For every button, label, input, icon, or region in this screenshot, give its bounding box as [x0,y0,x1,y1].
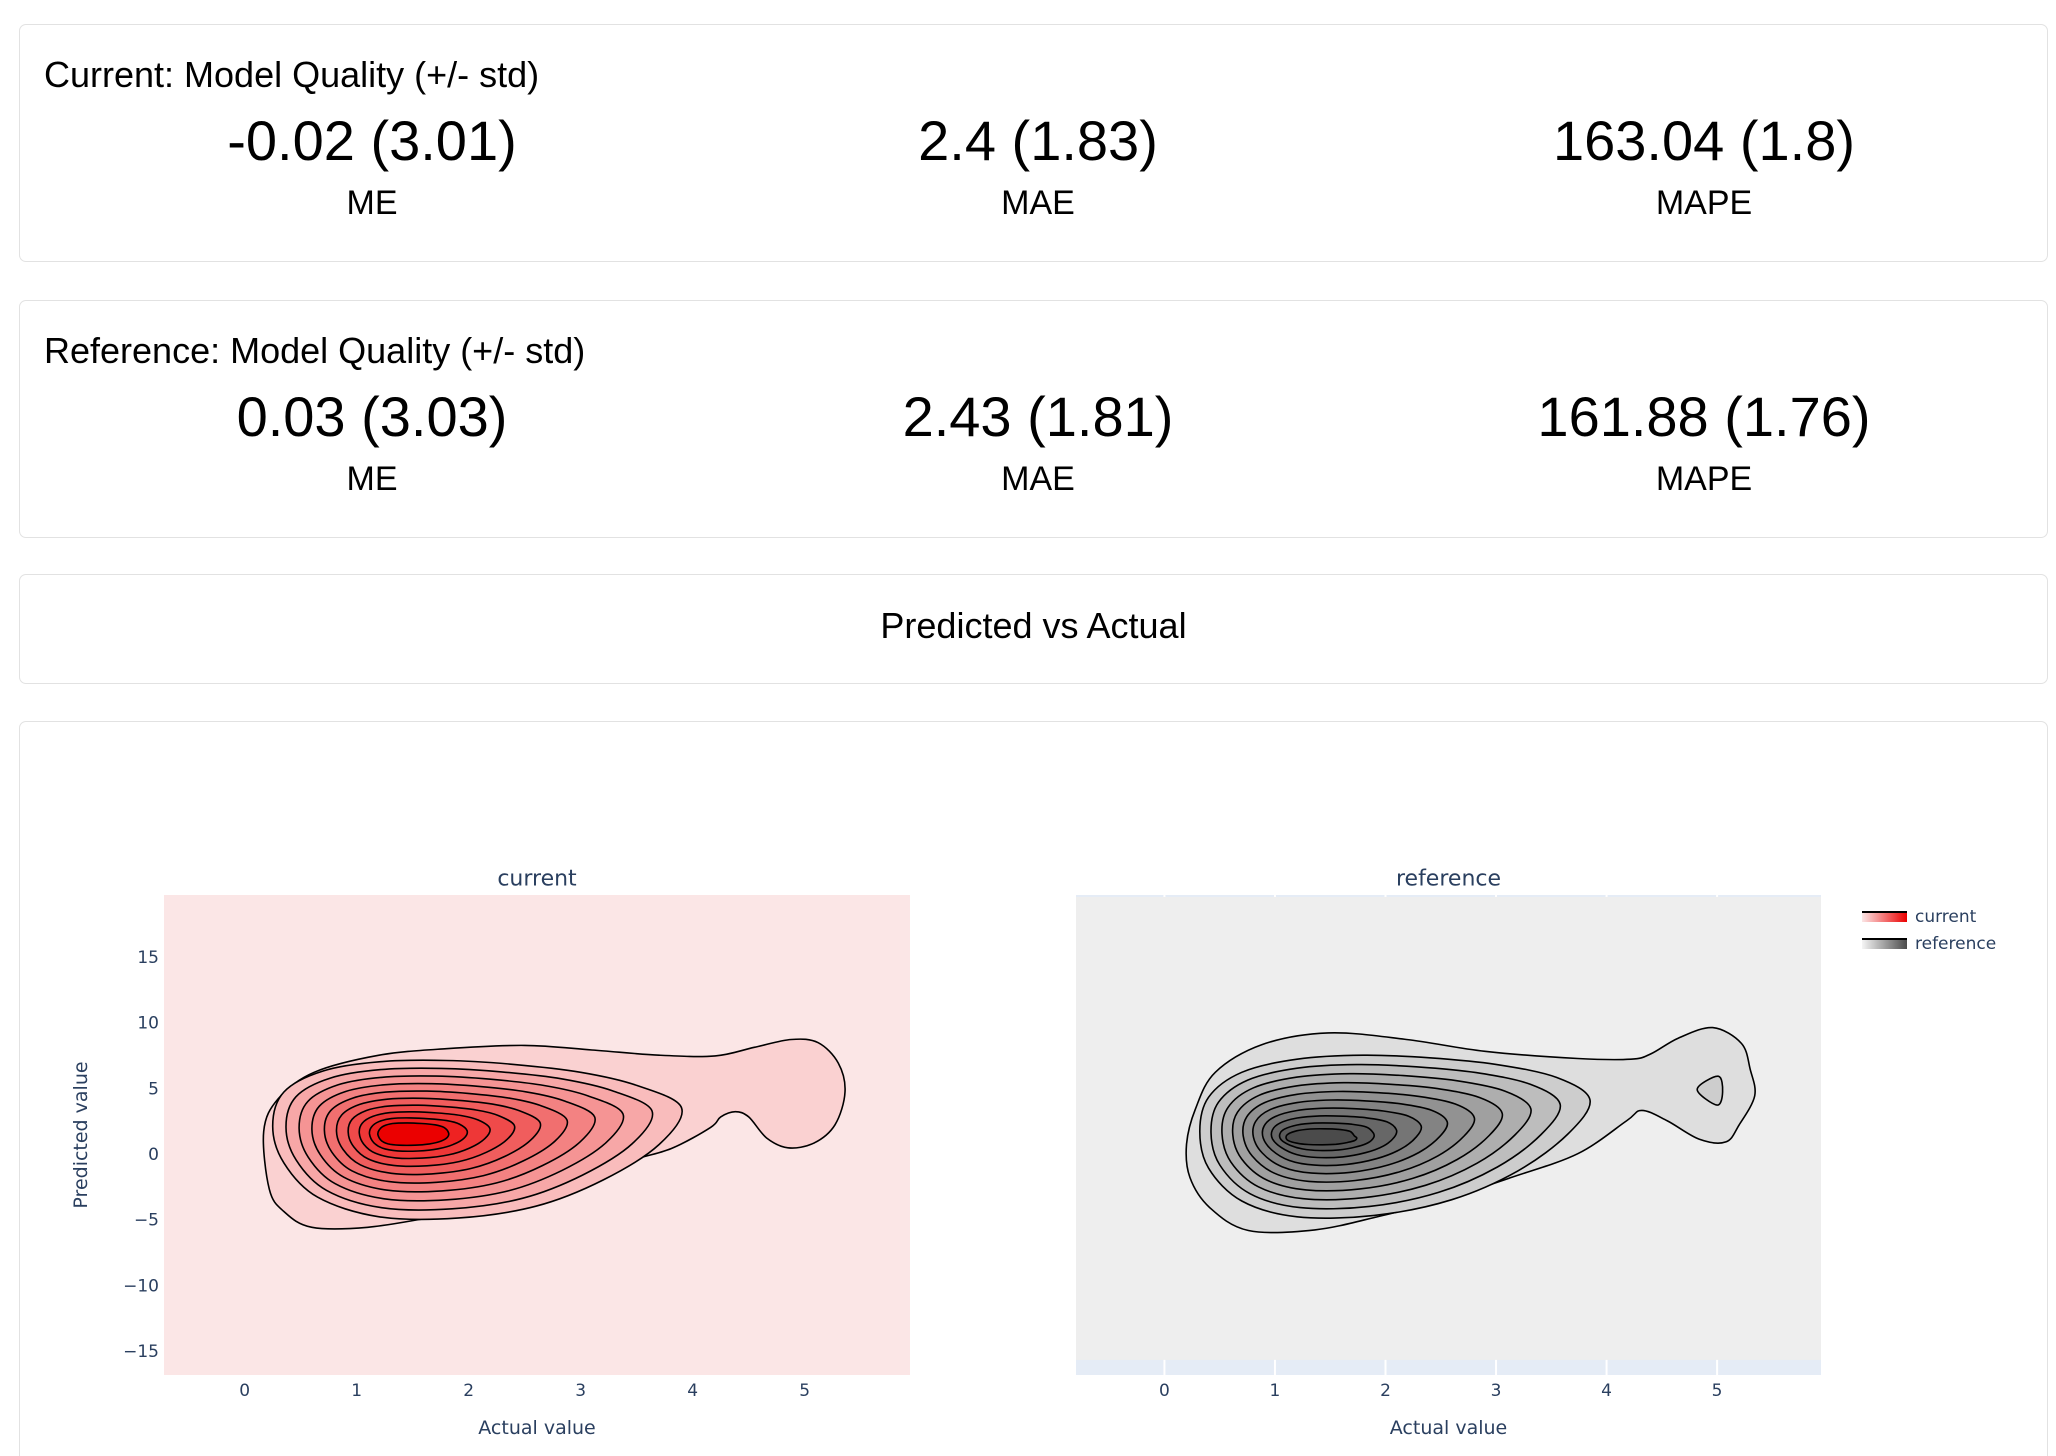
x-tick-label: 2 [463,1381,474,1401]
metric-label: MAE [1001,460,1075,498]
y-tick-label: 10 [137,1014,159,1034]
x-tick-label: 0 [239,1381,250,1401]
metric-value: 2.43 (1.81) [902,385,1174,448]
card-title: Reference: Model Quality (+/- std) [44,330,586,371]
contour-island [1696,1075,1724,1106]
subplot-title: reference [1396,867,1501,892]
metric-value: 161.88 (1.76) [1537,385,1871,448]
legend-item-reference[interactable]: reference [1862,934,1996,954]
metric-value: 2.4 (1.83) [918,109,1158,172]
x-tick-label: 4 [687,1381,698,1401]
legend-label[interactable]: reference [1915,934,1996,954]
metric-me: 0.03 (3.03) ME [42,301,702,537]
card-title: Current: Model Quality (+/- std) [44,54,540,95]
y-tick-label: 0 [148,1145,159,1165]
legend: current reference [1862,907,1996,954]
y-tick-label: −5 [134,1211,159,1231]
x-axis-title: Actual value [478,1417,595,1439]
legend-swatch[interactable] [1862,912,1907,922]
y-tick-label: 5 [148,1079,159,1099]
metric-mape: 161.88 (1.76) MAPE [1374,301,2034,537]
x-tick-label: 1 [351,1381,362,1401]
subplot-reference[interactable] [1076,895,1821,1375]
x-tick-label: 5 [1712,1381,1723,1401]
x-tick-label: 5 [799,1381,810,1401]
current-quality-card: Current: Model Quality (+/- std) -0.02 (… [19,24,2048,262]
x-tick-label: 0 [1159,1381,1170,1401]
x-tick-label: 3 [1491,1381,1502,1401]
legend-swatch[interactable] [1862,939,1907,949]
metric-mae: 2.4 (1.83) MAE [708,25,1368,261]
y-tick-label: 15 [137,948,159,968]
section-header-card: Predicted vs Actual [19,574,2048,684]
section-title: Predicted vs Actual [880,605,1187,646]
metric-value: 163.04 (1.8) [1553,109,1855,172]
legend-item-current[interactable]: current [1862,907,1977,927]
x-tick-label: 2 [1380,1381,1391,1401]
y-tick-label: −10 [123,1276,159,1296]
x-tick-label: 3 [575,1381,586,1401]
metric-label: ME [346,460,398,498]
metric-label: ME [346,184,398,222]
y-tick-label: −15 [123,1342,159,1362]
y-axis-title: Predicted value [70,1061,92,1208]
subplot-current[interactable] [164,895,910,1375]
metric-label: MAE [1001,184,1075,222]
metric-mape: 163.04 (1.8) MAPE [1374,25,2034,261]
contour-level-11 [377,1122,450,1147]
metric-me: -0.02 (3.01) ME [42,25,702,261]
metric-label: MAPE [1655,460,1753,498]
subplot-title: current [497,867,577,892]
reference-quality-card: Reference: Model Quality (+/- std) 0.03 … [19,300,2048,538]
metric-value: 0.03 (3.03) [236,385,508,448]
x-tick-label: 1 [1270,1381,1281,1401]
metric-value: -0.02 (3.01) [227,109,517,172]
metric-label: MAPE [1655,184,1753,222]
contour-level-11 [1285,1127,1358,1146]
x-tick-label: 4 [1601,1381,1612,1401]
x-axis-title: Actual value [1390,1417,1507,1439]
legend-label[interactable]: current [1915,907,1977,927]
metric-mae: 2.43 (1.81) MAE [708,301,1368,537]
